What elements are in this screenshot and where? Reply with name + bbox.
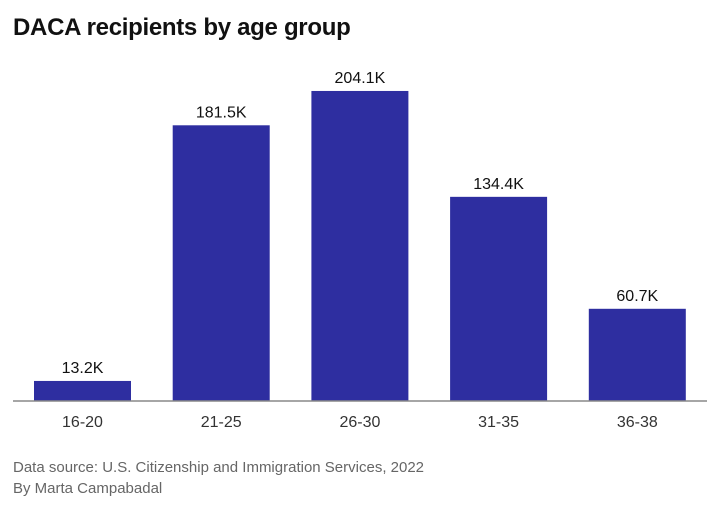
data-label: 60.7K (616, 288, 658, 305)
data-label: 204.1K (335, 70, 386, 87)
data-label: 13.2K (62, 360, 104, 377)
bar-36-38 (588, 308, 686, 401)
x-tick-label: 26-30 (339, 414, 380, 431)
data-label: 134.4K (473, 176, 524, 193)
data-label: 181.5K (196, 104, 247, 121)
x-tick-label: 21-25 (201, 414, 242, 431)
bar-26-30 (311, 90, 409, 402)
bar-chart: 13.2K 16-20 181.5K 21-25 204.1K 26-30 134.4K 31… (13, 70, 707, 431)
byline: By Marta Campabadal (13, 480, 163, 497)
bar-31-35 (450, 196, 548, 401)
bar-16-20 (34, 380, 131, 401)
data-source: Data source: U.S. Citizenship and Immigr… (13, 459, 425, 476)
bar-21-25 (172, 125, 270, 402)
chart-title: DACA recipients by age group (13, 14, 351, 41)
x-tick-label: 16-20 (62, 414, 103, 431)
x-tick-label: 31-35 (478, 414, 519, 431)
x-tick-label: 36-38 (617, 414, 658, 431)
